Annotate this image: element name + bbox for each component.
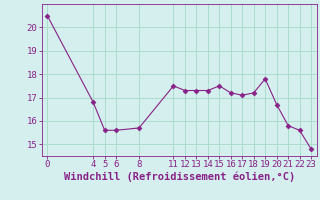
X-axis label: Windchill (Refroidissement éolien,°C): Windchill (Refroidissement éolien,°C): [64, 172, 295, 182]
